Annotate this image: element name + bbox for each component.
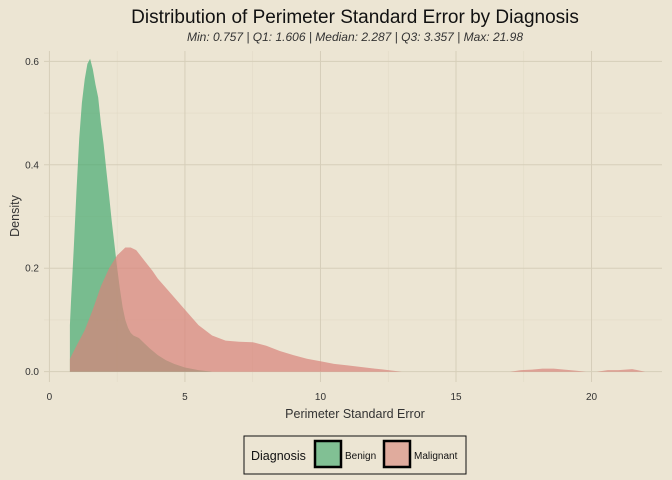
legend-label-benign: Benign bbox=[345, 451, 376, 462]
legend-label-malignant: Malignant bbox=[414, 451, 458, 462]
x-tick-label: 10 bbox=[315, 392, 327, 403]
density-areas bbox=[69, 58, 646, 372]
y-tick-label: 0.0 bbox=[25, 367, 39, 378]
y-tick-label: 0.6 bbox=[25, 57, 39, 68]
x-tick-label: 15 bbox=[450, 392, 462, 403]
legend-title: Diagnosis bbox=[251, 449, 306, 463]
x-tick-label: 20 bbox=[586, 392, 598, 403]
chart-title: Distribution of Perimeter Standard Error… bbox=[131, 7, 579, 28]
legend: Diagnosis Benign Malignant bbox=[243, 435, 467, 475]
x-tick-label: 5 bbox=[182, 392, 188, 403]
x-axis-title: Perimeter Standard Error bbox=[285, 407, 425, 421]
y-tick-label: 0.2 bbox=[25, 264, 39, 275]
density-area-malignant bbox=[69, 247, 646, 372]
y-tick-label: 0.4 bbox=[25, 160, 39, 171]
y-axis-title: Density bbox=[8, 194, 22, 236]
legend-key-malignant bbox=[382, 439, 412, 469]
y-axis-ticks: 0.0 0.2 0.4 0.6 bbox=[25, 57, 39, 378]
legend-box bbox=[243, 435, 467, 475]
chart-subtitle: Min: 0.757 | Q1: 1.606 | Median: 2.287 |… bbox=[187, 30, 523, 44]
legend-key-benign bbox=[313, 439, 343, 469]
x-axis-ticks: 0 5 10 15 20 bbox=[47, 392, 598, 403]
x-tick-label: 0 bbox=[47, 392, 53, 403]
